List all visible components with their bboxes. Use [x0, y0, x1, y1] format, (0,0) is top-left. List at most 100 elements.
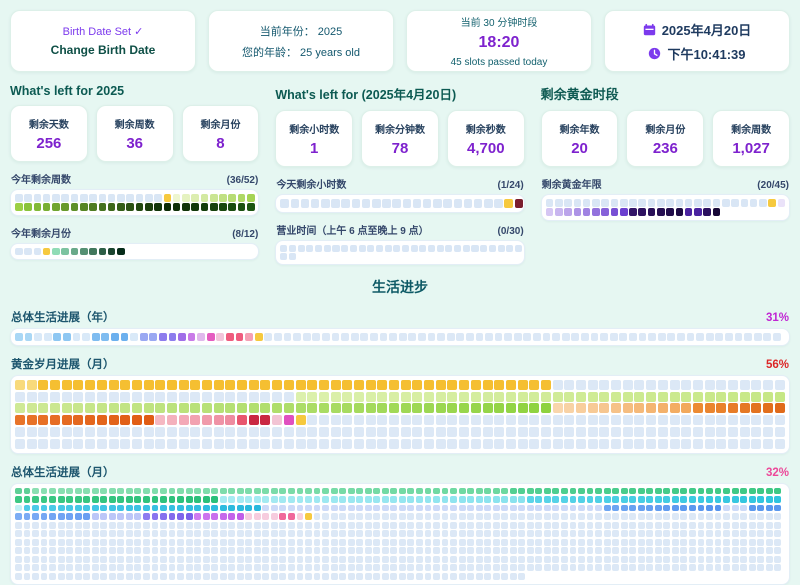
progress-cell	[684, 208, 693, 216]
progress-cell	[611, 380, 622, 391]
progress-cell	[509, 538, 517, 546]
progress-cell	[450, 564, 457, 572]
progress-cell	[573, 208, 582, 216]
progress-cell	[748, 487, 756, 495]
progress-cell	[529, 380, 540, 391]
progress-cell	[307, 438, 318, 449]
progress-cell	[675, 199, 684, 207]
progress-cell	[288, 496, 295, 503]
progress-cell	[526, 547, 534, 555]
progress-cell	[447, 391, 458, 402]
progress-cell	[428, 244, 436, 252]
progress-cell	[465, 333, 474, 342]
progress-cell	[505, 415, 516, 426]
progress-cell	[441, 547, 449, 555]
progress-cell	[367, 244, 375, 252]
progress-cell	[253, 538, 261, 546]
progress-cell	[347, 504, 355, 512]
progress-cell	[126, 194, 134, 202]
progress-cell	[15, 194, 23, 202]
progress-cell	[620, 530, 628, 538]
progress-cell	[517, 438, 528, 449]
progress-cell	[364, 521, 372, 529]
progress-cell	[50, 391, 61, 402]
progress-cell	[681, 380, 692, 391]
progress-cell	[757, 555, 765, 563]
progress-cell	[279, 530, 287, 538]
progress-cell	[462, 244, 470, 252]
progress-cell	[620, 555, 628, 563]
progress-cell	[680, 547, 688, 555]
golden-years-grid	[540, 194, 790, 221]
progress-cell	[305, 538, 312, 546]
progress-cell	[504, 333, 513, 342]
progress-cell	[313, 555, 321, 563]
progress-cell	[168, 547, 176, 555]
progress-cell	[177, 530, 184, 538]
bar-count: (8/12)	[232, 228, 259, 240]
progress-cell	[609, 333, 618, 342]
progress-cell	[680, 496, 688, 503]
progress-cell	[680, 504, 688, 512]
progress-cell	[482, 403, 493, 414]
progress-cell	[163, 194, 172, 202]
progress-cell	[697, 538, 705, 546]
progress-cell	[202, 547, 210, 555]
progress-cell	[688, 513, 696, 520]
current-age-text: 您的年龄： 25 years old	[242, 46, 360, 59]
section-label-row: 总体生活进展（月） 32%	[11, 464, 789, 480]
progress-cell	[599, 403, 610, 414]
progress-cell	[704, 426, 715, 437]
progress-cell	[484, 547, 492, 555]
progress-cell	[330, 403, 341, 414]
progress-cell	[543, 530, 551, 538]
current-year-text: 当前年份： 2025	[259, 25, 343, 38]
date-text: 2025年4月20日	[661, 22, 752, 38]
progress-cell	[42, 203, 51, 211]
progress-cell	[450, 555, 457, 563]
progress-cell	[237, 415, 248, 426]
progress-cell	[433, 530, 440, 538]
progress-cell	[694, 199, 702, 207]
progress-cell	[774, 530, 782, 538]
change-birth-date-button[interactable]: Change Birth Date	[50, 43, 156, 57]
progress-cell	[245, 530, 253, 538]
progress-cell	[646, 438, 657, 449]
progress-cell	[40, 521, 48, 529]
progress-cell	[637, 547, 645, 555]
progress-cell	[270, 564, 278, 572]
progress-cell	[458, 504, 466, 512]
progress-cell	[262, 564, 270, 572]
progress-cell	[706, 521, 713, 529]
progress-cell	[15, 203, 23, 211]
progress-cell	[74, 513, 82, 520]
progress-cell	[714, 555, 722, 563]
progress-cell	[206, 333, 215, 342]
progress-cell	[663, 504, 671, 512]
progress-cell	[540, 403, 551, 414]
progress-cell	[669, 403, 680, 414]
progress-cell	[339, 504, 347, 512]
calendar-icon	[643, 23, 656, 36]
progress-cell	[612, 530, 620, 538]
progress-cell	[185, 564, 193, 572]
progress-cell	[139, 333, 148, 342]
progress-cell	[402, 199, 412, 208]
stat-days-left: 剩余天数 256	[10, 105, 88, 162]
progress-cell	[89, 203, 97, 211]
progress-cell	[40, 513, 48, 520]
progress-cell	[177, 487, 184, 495]
progress-cell	[382, 199, 391, 208]
progress-cell	[554, 199, 563, 207]
progress-cell	[98, 194, 107, 202]
progress-cell	[330, 521, 338, 529]
progress-cell	[356, 487, 364, 495]
progress-cell	[288, 530, 295, 538]
progress-cell	[765, 538, 773, 546]
progress-cell	[381, 530, 389, 538]
progress-cell	[26, 415, 37, 426]
progress-cell	[458, 572, 466, 580]
progress-cell	[586, 538, 594, 546]
progress-cell	[341, 333, 349, 342]
progress-cell	[424, 438, 435, 449]
